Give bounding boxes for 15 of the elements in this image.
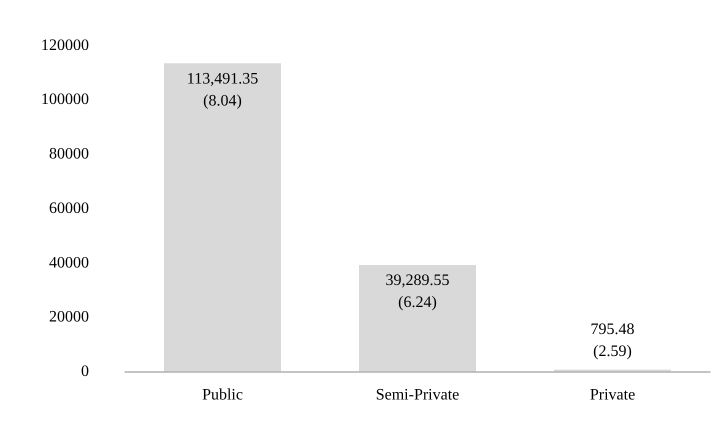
y-tick-label: 60000 xyxy=(49,200,89,217)
bar xyxy=(359,265,476,372)
y-tick-label: 40000 xyxy=(49,254,89,272)
y-tick-label: 0 xyxy=(81,363,89,380)
bar xyxy=(164,63,281,372)
x-tick-label: Public xyxy=(202,386,243,404)
x-tick-label: Private xyxy=(590,386,636,404)
data-label: 39,289.55 (6.24) xyxy=(386,272,450,312)
data-label: 795.48 (2.59) xyxy=(590,320,634,360)
x-tick-label: Semi-Private xyxy=(376,386,460,404)
y-tick-label: 20000 xyxy=(49,308,89,326)
y-tick-label: 100000 xyxy=(41,91,89,108)
y-tick-label: 80000 xyxy=(49,146,89,163)
y-tick-label: 120000 xyxy=(41,36,89,54)
data-label: 113,491.35 (8.04) xyxy=(186,70,258,110)
